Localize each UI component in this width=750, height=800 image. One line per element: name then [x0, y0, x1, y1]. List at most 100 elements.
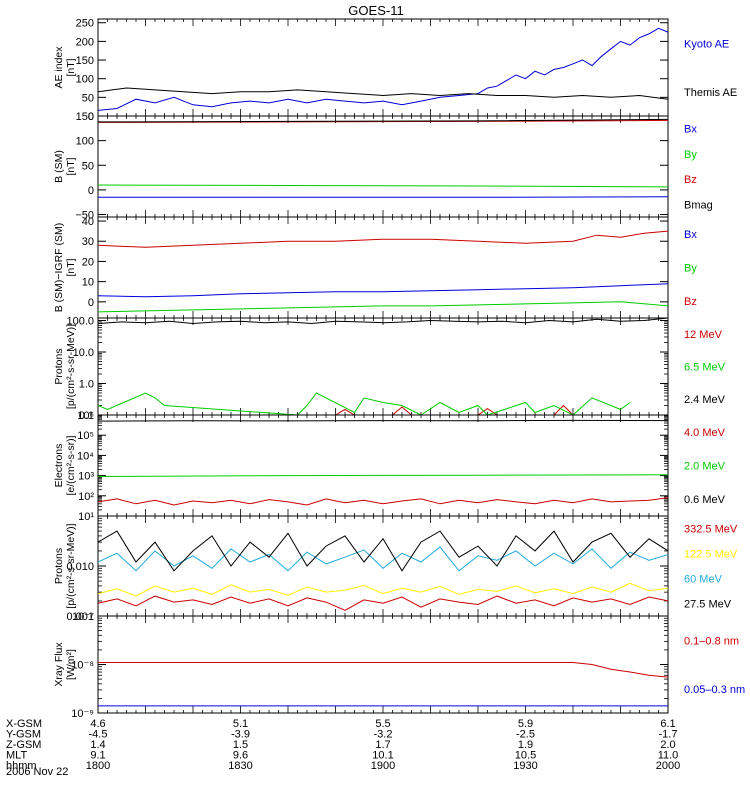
legend-2-0-mev: 2.0 MeV — [684, 461, 726, 473]
y-axis-label: B (SM) — [53, 150, 65, 183]
plot-title: GOES-11 — [348, 3, 403, 18]
footer-row-label: Z-GSM — [6, 739, 41, 751]
legend-60-mev: 60 MeV — [684, 574, 723, 586]
y-axis-label: [W/m²] — [65, 649, 77, 680]
footer-value: 9.1 — [90, 750, 105, 762]
footer-value: 1830 — [228, 760, 252, 772]
footer-row-label: MLT — [6, 750, 27, 762]
series-line-60-mev — [98, 546, 668, 572]
y-axis-label: Electrons — [53, 444, 65, 488]
series-line-27-5-mev — [98, 530, 668, 572]
y-tick-label: 10⁻⁸ — [71, 660, 94, 672]
y-tick-label: 10⁴ — [77, 450, 94, 462]
y-tick-label: 30 — [82, 236, 94, 248]
footer-value: -3.2 — [374, 729, 393, 741]
legend-12-mev: 12 MeV — [684, 329, 723, 341]
y-tick-label: 10.0 — [73, 347, 94, 359]
y-tick-label: 0 — [88, 185, 94, 197]
panel-1: 0 50 100 150 200 250 AE index [nT] Kyoto AE Themi… — [53, 18, 737, 123]
footer-value: 2000 — [656, 760, 680, 772]
legend-122-5-mev: 122.5 MeV — [684, 549, 738, 561]
y-axis-label: [nT] — [65, 157, 77, 175]
panel-3: 0 10 20 30 40 B (SM)−IGRF (SM) [nT] Bx By Bz — [53, 216, 697, 319]
y-tick-label: 20 — [82, 256, 94, 268]
footer-row-label: X-GSM — [6, 718, 42, 730]
y-tick-label: 10³ — [78, 471, 94, 483]
y-axis-label: AE index — [53, 46, 65, 89]
footer-value: 5.9 — [518, 718, 533, 730]
y-tick-label: 0.001 — [66, 611, 94, 623]
footer-value: 1.5 — [233, 739, 248, 751]
footer-value: 1.7 — [375, 739, 390, 751]
y-tick-label: 50 — [82, 92, 94, 104]
footer-value: 10.1 — [372, 750, 393, 762]
panel-5: 10¹ 10² 10³ 10⁴ 10⁵ 10⁶ Electrons [e/(cm²-s-sr)… — [53, 410, 726, 523]
legend-bx: Bx — [684, 229, 697, 241]
series-line-6-5-mev — [98, 392, 631, 415]
y-tick-label: 250 — [76, 18, 94, 30]
footer-value: 5.5 — [375, 718, 390, 730]
series-line-0-1-0-8-nm — [98, 662, 668, 678]
legend-0-6-mev: 0.6 MeV — [684, 494, 726, 506]
legend-by: By — [684, 263, 697, 275]
series-line-12-mev — [335, 404, 574, 415]
footer-value: 1900 — [371, 760, 395, 772]
footer-value: 11.0 — [658, 750, 679, 762]
y-tick-label: 1.0 — [79, 378, 94, 390]
series-line-2-0-mev — [98, 474, 668, 477]
legend-by: By — [684, 149, 697, 161]
legend-themis-ae: Themis AE — [684, 87, 737, 99]
series-line-kyoto-ae — [98, 27, 668, 111]
y-tick-label: 10⁵ — [77, 430, 94, 442]
panel-4: 0.1 1.0 10.0 100.0 Protons [p/(cm²-s-sr-MeV)]… — [53, 315, 726, 422]
panel-frame — [97, 115, 669, 218]
y-axis-label: Xray Flux — [53, 642, 65, 687]
footer-value: 1800 — [86, 760, 110, 772]
date-label: 2006 Nov 22 — [6, 766, 68, 778]
y-tick-label: 0.1 — [79, 410, 94, 422]
footer-value: 2.0 — [660, 739, 675, 751]
footer-row-label: hhmm — [6, 760, 37, 772]
footer-row-label: Y-GSM — [6, 729, 41, 741]
footer: 2006 Nov 22 X-GSM 4.6 5.1 5.5 5.9 6.1 Y-GSM -4.… — [6, 718, 680, 778]
footer-value: 1.9 — [518, 739, 533, 751]
series-line-themis-ae — [98, 87, 668, 100]
y-tick-label: 10⁶ — [77, 410, 94, 422]
panel-frame — [97, 317, 669, 416]
legend-0-1-0-8-nm: 0.1–0.8 nm — [684, 635, 739, 647]
series-line-0-6-mev — [98, 419, 668, 422]
y-tick-label: 200 — [76, 36, 94, 48]
y-axis-label: B (SM)−IGRF (SM) — [53, 223, 65, 313]
legend-bz: Bz — [684, 174, 697, 186]
legend-4-0-mev: 4.0 MeV — [684, 427, 726, 439]
y-tick-label: 10⁻⁷ — [72, 611, 94, 623]
y-tick-label: 40 — [82, 216, 94, 228]
legend-6-5-mev: 6.5 MeV — [684, 362, 726, 374]
series-line-2-4-mev — [98, 318, 668, 325]
footer-value: 1930 — [513, 760, 537, 772]
series-line-bmag — [98, 118, 668, 123]
legend-bz: Bz — [684, 296, 697, 308]
y-axis-label: [nT] — [65, 258, 77, 276]
footer-value: 9.6 — [233, 750, 248, 762]
panel-frame — [97, 615, 669, 714]
y-tick-label: 150 — [76, 55, 94, 67]
panel-7: 10⁻⁹ 10⁻⁸ 10⁻⁷ Xray Flux [W/m²] 0.1–0.8 nm 0.0… — [53, 611, 745, 720]
footer-value: -2.5 — [516, 729, 535, 741]
footer-value: 6.1 — [660, 718, 675, 730]
y-axis-label: [p/(cm²-s-sr-MeV)] — [65, 523, 77, 608]
legend-332-5-mev: 332.5 MeV — [684, 524, 738, 536]
y-tick-label: 50 — [82, 160, 94, 172]
y-tick-label: 0 — [88, 297, 94, 309]
legend-2-4-mev: 2.4 MeV — [684, 394, 726, 406]
footer-value: -1.7 — [659, 729, 678, 741]
legend-0-05-0-3-nm: 0.05–0.3 nm — [684, 684, 745, 696]
y-tick-label: 10 — [82, 277, 94, 289]
y-tick-label: 10⁻⁹ — [71, 708, 94, 720]
y-axis-label: Protons — [53, 548, 65, 584]
panel-2: −50 0 50 100 150 B (SM) [nT] Bx By Bz Bmag — [53, 111, 713, 222]
y-axis-label: [p/(cm²-s-sr-MeV)] — [65, 324, 77, 409]
legend-bmag: Bmag — [684, 199, 713, 211]
y-tick-label: 100 — [76, 74, 94, 86]
